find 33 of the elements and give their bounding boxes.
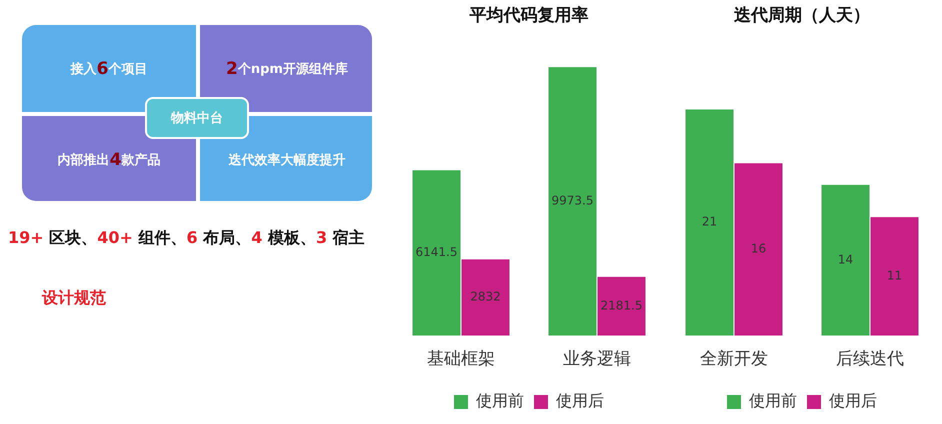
text: 设计规范	[42, 288, 106, 309]
legend-label: 使用前	[749, 391, 797, 410]
x-tick-label: 业务逻辑	[563, 349, 631, 370]
data-label: 9973.5	[552, 193, 594, 208]
text: 2个npm开源组件库	[200, 25, 374, 112]
legend-label: 使用前	[476, 391, 524, 410]
chart-title: 平均代码复用率	[468, 6, 588, 26]
bar	[548, 67, 597, 336]
data-label: 21	[702, 214, 718, 229]
data-label: 11	[886, 268, 902, 282]
x-tick-label: 基础框架	[427, 349, 495, 370]
data-label: 16	[750, 242, 766, 256]
bar	[822, 184, 870, 336]
x-tick-label: 后续迭代	[836, 349, 904, 370]
chart-title: 迭代周期（人天）	[733, 6, 870, 26]
bar	[870, 217, 918, 336]
bar	[412, 170, 461, 336]
text: 19+ 区块、40+ 组件、6 布局、4 模板、3 宿主	[8, 228, 365, 247]
bar	[686, 109, 734, 336]
legend-label: 使用后	[829, 391, 877, 410]
x-tick-label: 全新开发	[700, 349, 768, 370]
legend-label: 使用后	[556, 391, 604, 410]
bar	[734, 163, 782, 336]
data-label: 14	[838, 252, 854, 266]
text: 迭代效率大幅度提升	[228, 152, 346, 168]
data-label: 2181.5	[600, 298, 642, 312]
text: 接入6个项目	[22, 25, 196, 112]
data-label: 2832	[470, 290, 501, 304]
text: 物料中台	[145, 97, 249, 139]
bar	[461, 259, 510, 336]
data-label: 6141.5	[416, 245, 458, 260]
bar	[597, 276, 646, 336]
text: 内部推出4款产品	[58, 150, 160, 170]
